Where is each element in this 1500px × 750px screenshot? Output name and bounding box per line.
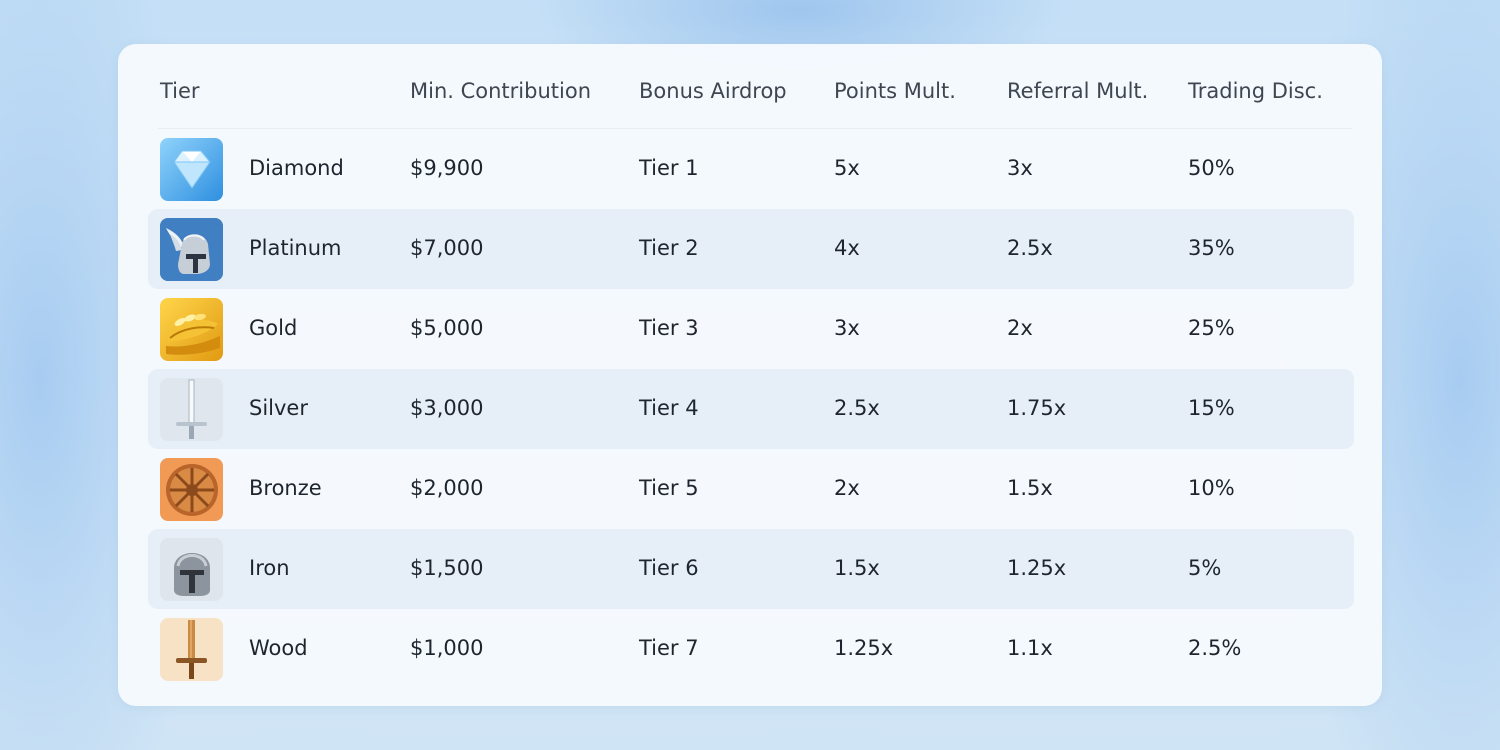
header-points-mult: Points Mult. (834, 79, 956, 103)
min-contribution: $1,500 (410, 556, 484, 580)
tier-name: Iron (249, 556, 290, 580)
referral-mult: 1.25x (1007, 556, 1067, 580)
min-contribution: $1,000 (410, 636, 484, 660)
points-mult: 4x (834, 236, 860, 260)
tier-name: Wood (249, 636, 308, 660)
header-min-contribution: Min. Contribution (410, 79, 592, 103)
header-bonus-airdrop: Bonus Airdrop (639, 79, 787, 103)
diamond-icon (160, 138, 223, 201)
tier-name: Silver (249, 396, 308, 420)
points-mult: 2.5x (834, 396, 880, 420)
trading-disc: 25% (1188, 316, 1235, 340)
min-contribution: $3,000 (410, 396, 484, 420)
min-contribution: $2,000 (410, 476, 484, 500)
header-trading-disc: Trading Disc. (1188, 79, 1323, 103)
table-header-row: Tier Min. Contribution Bonus Airdrop Poi… (118, 44, 1382, 128)
referral-mult: 1.1x (1007, 636, 1053, 660)
bonus-airdrop: Tier 1 (639, 156, 699, 180)
points-mult: 1.5x (834, 556, 880, 580)
laurel-wreath-icon (160, 298, 223, 361)
table-row: Bronze $2,000 Tier 5 2x 1.5x 10% (148, 449, 1354, 529)
iron-helmet-icon (160, 538, 223, 601)
points-mult: 1.25x (834, 636, 894, 660)
header-divider (158, 128, 1352, 129)
tier-table-card: Tier Min. Contribution Bonus Airdrop Poi… (118, 44, 1382, 706)
referral-mult: 2.5x (1007, 236, 1053, 260)
bonus-airdrop: Tier 3 (639, 316, 699, 340)
trading-disc: 15% (1188, 396, 1235, 420)
table-row: Gold $5,000 Tier 3 3x 2x 25% (148, 289, 1354, 369)
wooden-sword-icon (160, 618, 223, 681)
points-mult: 5x (834, 156, 860, 180)
tier-name: Platinum (249, 236, 342, 260)
min-contribution: $9,900 (410, 156, 484, 180)
table-row: Platinum $7,000 Tier 2 4x 2.5x 35% (148, 209, 1354, 289)
table-row: Silver $3,000 Tier 4 2.5x 1.75x 15% (148, 369, 1354, 449)
tier-name: Bronze (249, 476, 322, 500)
header-tier: Tier (160, 79, 200, 103)
bonus-airdrop: Tier 4 (639, 396, 699, 420)
trading-disc: 5% (1188, 556, 1222, 580)
referral-mult: 1.5x (1007, 476, 1053, 500)
table-row: Diamond $9,900 Tier 1 5x 3x 50% (148, 129, 1354, 209)
tier-name: Diamond (249, 156, 344, 180)
header-referral-mult: Referral Mult. (1007, 79, 1149, 103)
referral-mult: 2x (1007, 316, 1033, 340)
bonus-airdrop: Tier 7 (639, 636, 699, 660)
trading-disc: 35% (1188, 236, 1235, 260)
trading-disc: 10% (1188, 476, 1235, 500)
bonus-airdrop: Tier 5 (639, 476, 699, 500)
referral-mult: 1.75x (1007, 396, 1067, 420)
points-mult: 2x (834, 476, 860, 500)
bonus-airdrop: Tier 6 (639, 556, 699, 580)
table-row: Wood $1,000 Tier 7 1.25x 1.1x 2.5% (148, 609, 1354, 689)
table-row: Iron $1,500 Tier 6 1.5x 1.25x 5% (148, 529, 1354, 609)
min-contribution: $5,000 (410, 316, 484, 340)
bonus-airdrop: Tier 2 (639, 236, 699, 260)
trading-disc: 2.5% (1188, 636, 1242, 660)
referral-mult: 3x (1007, 156, 1033, 180)
tier-name: Gold (249, 316, 298, 340)
min-contribution: $7,000 (410, 236, 484, 260)
points-mult: 3x (834, 316, 860, 340)
trading-disc: 50% (1188, 156, 1235, 180)
bronze-shield-icon (160, 458, 223, 521)
silver-sword-icon (160, 378, 223, 441)
winged-helmet-icon (160, 218, 223, 281)
